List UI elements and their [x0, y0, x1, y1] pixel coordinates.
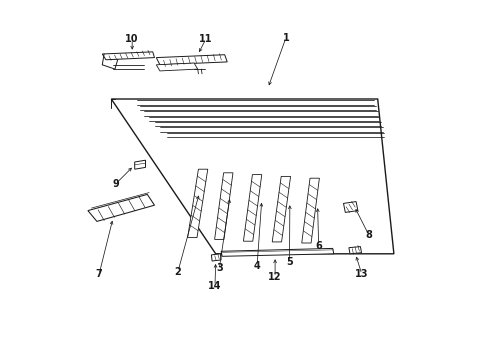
Polygon shape	[214, 173, 232, 239]
Text: 6: 6	[315, 240, 322, 251]
Polygon shape	[301, 178, 319, 243]
Text: 3: 3	[216, 263, 222, 273]
Text: 7: 7	[96, 269, 102, 279]
Polygon shape	[211, 254, 221, 261]
Polygon shape	[187, 169, 207, 238]
Polygon shape	[156, 55, 227, 65]
Text: 1: 1	[282, 33, 289, 43]
Text: 11: 11	[199, 34, 212, 44]
Polygon shape	[243, 175, 261, 241]
Polygon shape	[348, 247, 361, 254]
Polygon shape	[156, 63, 197, 71]
Polygon shape	[88, 194, 154, 221]
Text: 8: 8	[365, 230, 371, 240]
Polygon shape	[343, 202, 357, 212]
Polygon shape	[102, 52, 154, 60]
Polygon shape	[111, 99, 393, 254]
Text: 4: 4	[253, 261, 260, 271]
Text: 14: 14	[208, 281, 221, 291]
Text: 2: 2	[174, 267, 181, 277]
Text: 13: 13	[354, 269, 368, 279]
Polygon shape	[221, 248, 333, 256]
Polygon shape	[272, 176, 290, 242]
Text: 12: 12	[268, 272, 281, 282]
Polygon shape	[134, 160, 145, 169]
Text: 5: 5	[285, 257, 292, 267]
Text: 9: 9	[112, 179, 119, 189]
Text: 10: 10	[125, 34, 139, 44]
